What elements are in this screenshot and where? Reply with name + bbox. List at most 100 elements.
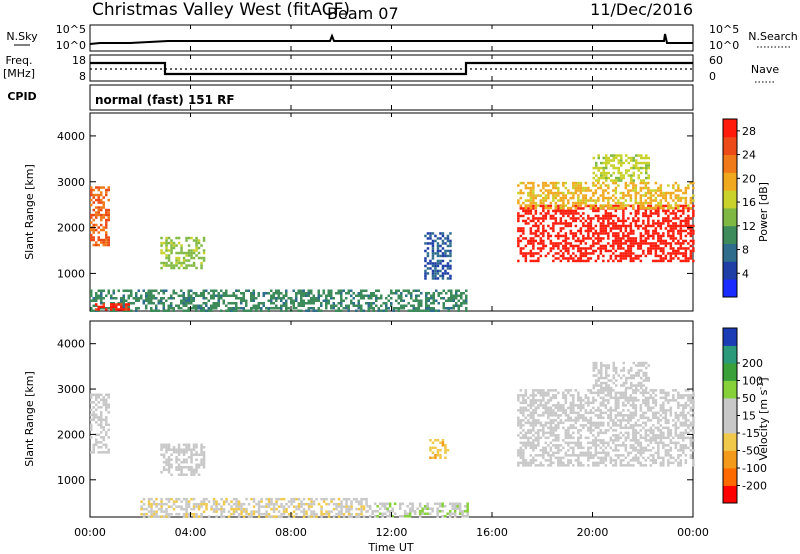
range-cell-2: [375, 294, 378, 297]
range-cell-5: [649, 234, 653, 238]
range-cell-2: [237, 507, 241, 511]
range-cell-5: [554, 404, 558, 407]
range-cell-5: [659, 391, 663, 395]
range-cell-1: [200, 451, 203, 454]
range-cell-5: [582, 247, 585, 250]
range-cell-1: [202, 456, 206, 459]
range-cell-3: [381, 505, 384, 508]
range-cell-5: [567, 434, 570, 437]
range-cell-0: [105, 393, 108, 397]
range-cell-2: [207, 299, 210, 302]
range-cell-2: [260, 302, 263, 305]
range-cell-5: [642, 416, 645, 420]
range-cell-5: [532, 224, 535, 228]
range-cell-5: [554, 426, 558, 430]
range-cell-2: [162, 292, 165, 295]
range-cell-2: [232, 294, 235, 297]
range-cell-5: [687, 242, 690, 245]
range-cell-2: [242, 299, 245, 302]
range-cell-5: [664, 254, 668, 258]
range-cell-4: [429, 439, 432, 442]
range-cell-1: [165, 458, 168, 461]
range-cell-2: [327, 289, 330, 292]
range-cell-2: [230, 505, 233, 508]
range-cell-2: [395, 299, 398, 302]
range-cell-5: [592, 461, 595, 465]
range-cell-5: [569, 401, 573, 405]
range-cell-5: [574, 254, 578, 258]
range-cell-1: [190, 236, 193, 240]
range-cell-4: [426, 247, 430, 250]
range-cell-2: [307, 309, 310, 312]
range-cell-5: [567, 431, 570, 435]
range-cell-5: [552, 431, 555, 435]
range-cell-6: [640, 364, 643, 367]
range-cell-2: [257, 515, 261, 518]
range-cell-5: [562, 222, 565, 225]
range-cell-2: [250, 299, 253, 302]
range-cell-5: [624, 424, 628, 427]
range-cell-2: [100, 302, 103, 305]
range-cell-5: [602, 411, 605, 415]
range-cell-0: [95, 413, 98, 417]
range-cell-2: [397, 297, 400, 300]
range-cell-5: [679, 394, 683, 397]
range-cell-5: [679, 224, 683, 228]
range-cell-5: [642, 212, 645, 215]
range-cell-5: [557, 252, 560, 255]
range-cell-2: [190, 507, 193, 511]
range-cell-5: [604, 446, 608, 450]
range-cell-5: [569, 434, 573, 437]
range-cell-3: [110, 305, 113, 309]
range-cell-5: [669, 242, 673, 245]
range-cell-0: [100, 216, 103, 219]
range-cell-6: [589, 189, 593, 192]
range-cell-5: [664, 416, 668, 420]
range-cell-0: [90, 393, 93, 397]
range-cell-6: [595, 381, 598, 385]
range-cell-5: [597, 444, 600, 447]
range-cell-6: [649, 199, 653, 202]
range-cell-2: [182, 297, 185, 300]
range-cell-5: [652, 424, 655, 427]
range-cell-6: [572, 194, 575, 197]
range-cell-5: [632, 404, 635, 407]
range-cell-5: [632, 391, 635, 395]
range-cell-2: [227, 302, 230, 305]
range-cell-2: [137, 299, 140, 302]
range-cell-2: [332, 515, 336, 518]
range-cell-5: [644, 401, 648, 405]
range-cell-0: [92, 231, 95, 234]
range-cell-2: [202, 500, 206, 503]
range-cell-6: [557, 189, 560, 192]
range-cell-5: [609, 406, 613, 410]
range-cell-6: [609, 204, 613, 207]
range-cell-5: [599, 421, 603, 425]
range-cell-5: [639, 444, 643, 447]
range-cell-5: [654, 254, 658, 258]
range-cell-3: [416, 507, 419, 510]
range-cell-2: [332, 502, 336, 506]
range-cell-5: [677, 406, 680, 410]
range-cell-5: [559, 414, 563, 417]
range-cell-5: [587, 224, 590, 228]
range-cell-0: [90, 428, 93, 432]
range-cell-5: [532, 232, 535, 235]
range-cell-2: [360, 505, 363, 508]
range-cell-0: [92, 401, 95, 404]
range-cell-2: [257, 510, 261, 513]
range-cell-5: [632, 434, 635, 437]
range-cell-5: [599, 441, 603, 445]
range-cell-6: [605, 369, 608, 372]
freq-unit-label: [MHz]: [3, 67, 35, 80]
range-cell-5: [602, 237, 605, 240]
range-cell-0: [97, 211, 100, 214]
range-cell-6: [645, 366, 648, 370]
range-cell-1: [195, 471, 198, 474]
freq-tick-high: 18: [72, 54, 86, 67]
range-cell-2: [182, 507, 186, 511]
range-cell-5: [517, 244, 520, 248]
range-cell-5: [659, 222, 663, 225]
range-cell-5: [539, 429, 543, 432]
range-cell-5: [679, 222, 683, 225]
